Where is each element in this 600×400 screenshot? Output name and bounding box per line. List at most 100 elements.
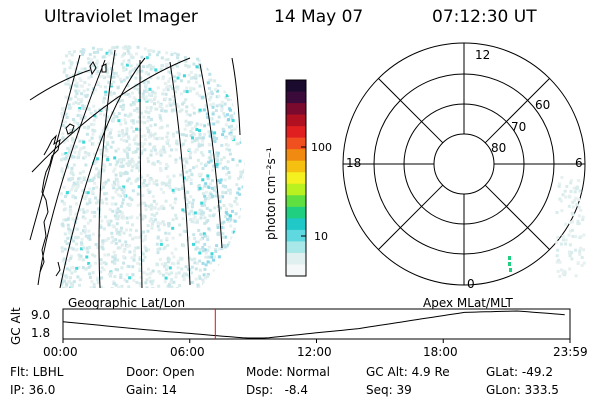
emission-pixel [91,232,95,236]
emission-pixel [185,134,188,138]
emission-pixel [171,188,175,192]
emission-pixel [61,157,65,161]
emission-pixel [149,64,152,68]
emission-pixel [112,169,116,173]
emission-pixel [211,168,215,172]
emission-pixel [169,203,173,207]
emission-pixel [238,263,242,267]
emission-pixel [79,116,83,120]
emission-pixel [62,218,66,222]
emission-pixel [75,266,79,270]
emission-pixel [92,118,96,122]
emission-pixel [570,257,574,261]
polar-ring-80 [433,133,495,195]
emission-pixel [235,202,239,206]
emission-pixel [203,234,207,238]
emission-pixel [64,195,67,199]
emission-pixel [190,103,194,107]
polar-diagonal [484,78,550,144]
emission-pixel [138,282,142,286]
emission-pixel [137,83,141,87]
emission-pixel [185,123,189,127]
emission-pixel [140,201,144,205]
emission-pixel [201,213,205,217]
emission-pixel [155,70,158,74]
emission-pixel [555,211,559,214]
emission-pixel [75,227,79,231]
emission-pixel [148,142,152,146]
emission-pixel [70,266,74,270]
emission-pixel [189,76,193,80]
emission-pixel [99,47,103,51]
emission-pixel [209,103,213,107]
emission-pixel [71,118,75,121]
emission-pixel [221,195,225,199]
emission-pixel [142,115,146,119]
emission-pixel [204,190,208,194]
emission-pixel [79,254,83,258]
emission-pixel [201,167,205,170]
emission-pixel [69,281,73,285]
emission-pixel [128,233,132,237]
emission-pixel [125,171,129,175]
emission-pixel [106,71,110,75]
emission-pixel [118,239,122,243]
emission-pixel [111,255,115,259]
emission-pixel [71,247,75,251]
emission-pixel [215,89,219,93]
emission-pixel [220,274,224,278]
emission-pixel [84,163,88,167]
emission-pixel [128,276,132,280]
emission-pixel [125,162,129,166]
emission-pixel [203,132,207,136]
emission-pixel [143,179,147,182]
emission-pixel [213,153,217,157]
emission-pixel [199,123,203,127]
emission-pixel [119,174,123,178]
emission-pixel [135,127,139,131]
emission-pixel [118,164,122,168]
emission-pixel [243,90,245,94]
emission-pixel [182,229,186,233]
emission-pixel [153,148,157,152]
emission-pixel [78,107,82,110]
emission-pixel [173,46,176,49]
emission-pixel [122,103,126,107]
emission-pixel [229,133,233,137]
emission-pixel [190,121,194,125]
emission-pixel [85,70,89,74]
emission-pixel [169,71,172,75]
emission-pixel [132,130,136,133]
emission-pixel [106,156,110,159]
emission-pixel [201,50,205,54]
emission-pixel [85,132,89,136]
emission-pixel [115,211,119,215]
emission-pixel [569,190,573,193]
emission-pixel [118,246,122,250]
emission-pixel [224,215,228,219]
emission-pixel [226,51,230,55]
emission-pixel [119,138,123,141]
emission-pixel [168,144,171,148]
date-label: 14 May 07 [274,7,364,27]
emission-pixel [239,140,243,144]
emission-pixel [558,197,562,201]
emission-pixel [216,179,220,183]
emission-pixel [221,133,225,137]
emission-pixel [168,186,172,190]
emission-pixel [151,222,154,226]
emission-pixel [92,122,96,126]
emission-pixel [149,131,152,135]
emission-pixel [91,132,95,136]
apex-coords-label: Apex MLat/MLT [423,296,513,310]
emission-pixel [227,220,231,223]
emission-pixel [168,98,172,101]
emission-pixel [112,46,116,50]
emission-pixel [69,290,72,293]
emission-pixel [217,195,221,199]
emission-pixel [112,186,116,190]
emission-pixel [82,246,86,250]
emission-pixel [114,190,118,194]
emission-pixel [101,185,105,189]
emission-pixel [243,168,245,172]
